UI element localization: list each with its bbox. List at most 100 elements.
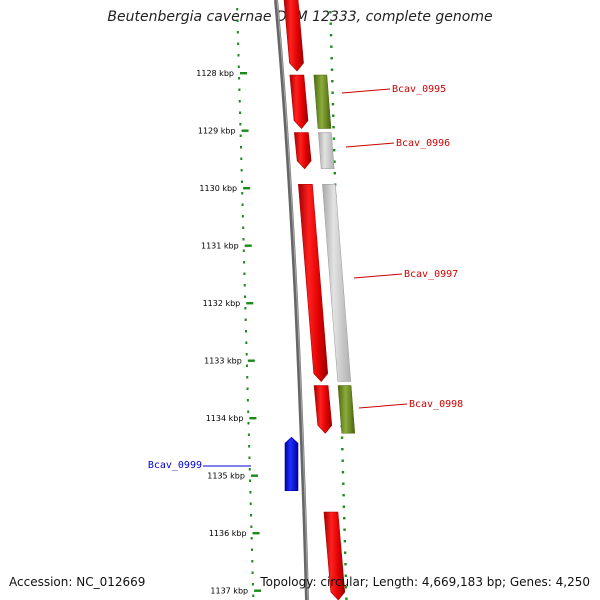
gene-arrow: [294, 132, 312, 170]
cds-dot: [331, 80, 334, 83]
cds-bar-green: [337, 385, 356, 434]
ruler-tick-mark: [239, 72, 247, 75]
ruler-dot: [249, 502, 252, 505]
feature-track: [274, 0, 309, 600]
ruler-dot: [245, 341, 248, 344]
ruler-dot: [246, 376, 249, 379]
ruler-dot: [243, 261, 246, 264]
cds-dot: [340, 436, 344, 439]
ruler-dot: [248, 445, 251, 448]
gene-arrow: [313, 385, 333, 434]
ruler-dot: [247, 410, 250, 413]
ruler-dot: [237, 54, 240, 57]
gene-arrow: [283, 0, 304, 72]
gene-arrow: [284, 436, 299, 492]
ruler-dot: [237, 42, 240, 45]
ruler-tick-label: 1134 kbp: [206, 414, 244, 423]
ruler-dot: [250, 548, 253, 551]
ruler-tick-label: 1136 kbp: [209, 529, 247, 538]
genes: [283, 0, 356, 600]
gene-arrow: [298, 183, 329, 382]
backbone-line: [274, 0, 309, 600]
ruler-dot: [239, 134, 242, 137]
genome-title: Beutenbergia cavernae DSM 12333, complet…: [107, 9, 493, 25]
ruler-tick-mark: [241, 129, 249, 132]
cds-dot: [332, 149, 336, 152]
gene-label[interactable]: Bcav_0999: [148, 460, 202, 471]
ruler-dot: [241, 203, 244, 206]
gene-arrow: [323, 511, 346, 600]
cds-dot: [342, 505, 346, 508]
cds-dot: [329, 22, 332, 25]
ruler-tick: 1129 kbp: [198, 127, 249, 136]
ruler-tick: 1136 kbp: [209, 529, 260, 538]
gene-label[interactable]: Bcav_0998: [409, 399, 463, 410]
ruler-dot: [251, 560, 254, 563]
ruler-dot: [238, 77, 241, 80]
cds-dot: [330, 45, 333, 48]
ruler-dot: [245, 353, 248, 356]
ruler-tick-mark: [247, 359, 255, 362]
gene-label[interactable]: Bcav_0996: [396, 138, 450, 149]
ruler-tick-label: 1137 kbp: [210, 587, 248, 596]
ruler-dot: [249, 479, 252, 482]
ruler-tick-label: 1129 kbp: [198, 127, 236, 136]
cds-dot: [329, 11, 332, 14]
gene-label[interactable]: Bcav_0995: [392, 84, 446, 95]
ruler-tick-label: 1128 kbp: [196, 69, 234, 78]
ruler-tick: 1130 kbp: [199, 184, 251, 193]
ruler-dot: [244, 307, 247, 310]
ruler-tick-mark: [254, 589, 262, 592]
ruler-tick-label: 1135 kbp: [207, 472, 245, 481]
gene-label-leader: [341, 88, 391, 94]
cds-dot: [332, 114, 335, 117]
cds-dot: [331, 91, 334, 94]
ruler-tick-mark: [250, 474, 258, 477]
cds-dot: [344, 574, 348, 577]
cds-dot: [333, 160, 336, 163]
ruler-dot: [244, 318, 247, 321]
cds-dot: [329, 34, 333, 37]
ruler-dot: [239, 146, 242, 149]
cds-dot: [344, 586, 348, 589]
ruler-dot: [239, 111, 242, 114]
cds-dot: [345, 597, 348, 600]
ruler-dot: [238, 88, 241, 91]
cds-dot: [331, 103, 335, 106]
ruler-tick: 1131 kbp: [201, 242, 252, 251]
accession-text: Accession: NC_012669: [9, 575, 146, 589]
ruler-dot: [248, 456, 251, 459]
ruler-tick-label: 1132 kbp: [203, 299, 241, 308]
cds-dot: [332, 126, 335, 129]
cds-dot: [333, 172, 337, 175]
cds-bar-green: [313, 74, 332, 129]
ruler-dot: [240, 157, 243, 160]
ruler-dot: [243, 284, 246, 287]
ruler-dot: [239, 123, 242, 126]
ruler-tick: 1128 kbp: [196, 69, 247, 78]
ruler-dot: [240, 169, 243, 172]
cds-dot: [342, 494, 345, 497]
cds-dot: [344, 563, 347, 566]
cds-dot: [330, 68, 334, 71]
ruler-dot: [245, 364, 248, 367]
ruler-tick-mark: [244, 244, 252, 247]
ruler-tick-mark: [243, 187, 251, 190]
ruler-tick-label: 1131 kbp: [201, 242, 239, 251]
cds-dot: [341, 459, 344, 462]
ruler-tick: 1132 kbp: [203, 299, 254, 308]
cds-dot: [343, 540, 347, 543]
cds-dot: [343, 528, 346, 531]
gene-arrow: [289, 74, 309, 129]
ruler-tick-label: 1133 kbp: [204, 357, 242, 366]
gene-label-leader: [358, 403, 408, 409]
gene-label-leader: [353, 273, 403, 279]
ruler-dot: [241, 215, 244, 218]
cds-dot: [330, 57, 333, 60]
cds-dot: [342, 482, 345, 485]
gene-label-leader: [345, 142, 395, 148]
cds-dot: [343, 517, 346, 520]
ruler-dot: [236, 8, 239, 11]
gene-label[interactable]: Bcav_0997: [404, 269, 458, 280]
